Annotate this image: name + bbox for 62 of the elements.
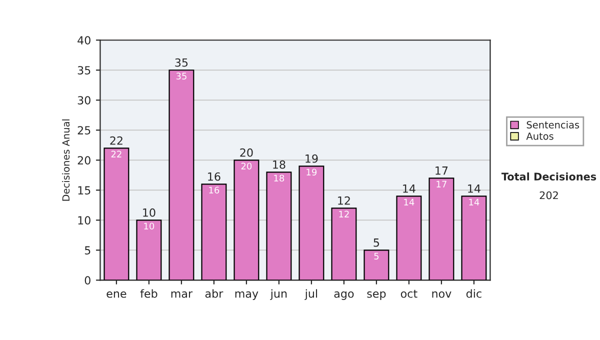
bar (136, 220, 162, 280)
data-label: 5 (374, 252, 379, 260)
x-tick-label: feb (140, 289, 158, 298)
total-label: 20 (240, 148, 253, 157)
data-label: 19 (306, 168, 317, 176)
total-label: 12 (338, 196, 350, 205)
total-label: 22 (110, 136, 122, 145)
data-label: 14 (469, 198, 480, 206)
legend-label: Autos (526, 132, 554, 140)
y-tick-label: 5 (84, 246, 90, 255)
data-label: 16 (209, 186, 220, 194)
x-tick-label: mar (171, 291, 193, 298)
total-label: 5 (374, 238, 380, 247)
x-tick-label: may (235, 291, 258, 300)
x-tick-label: dic (466, 289, 482, 298)
text: Total Decisiones (501, 172, 596, 180)
data-label: 35 (176, 72, 186, 80)
bar (168, 70, 194, 280)
y-tick-label: 30 (78, 96, 90, 105)
legend-label: Sentencias (526, 120, 580, 128)
total-label: 17 (436, 166, 448, 175)
total-label: 18 (273, 160, 286, 169)
bar (104, 148, 130, 280)
total-label: 14 (468, 184, 480, 193)
total-label: 14 (403, 184, 416, 193)
data-label: 14 (404, 198, 414, 206)
x-tick-label: ene (106, 291, 126, 298)
total-label: 10 (143, 208, 156, 217)
y-tick-label: 10 (78, 216, 90, 225)
y-tick-label: 25 (78, 126, 90, 135)
bar (331, 208, 357, 280)
y-tick-label: 15 (78, 186, 90, 195)
x-tick-label: oct (400, 290, 418, 298)
x-tick-label: ago (334, 291, 354, 300)
data-label: 12 (339, 210, 349, 218)
data-label: 17 (436, 180, 446, 188)
text: 202 (540, 191, 558, 200)
bar (428, 178, 454, 280)
data-label: 10 (144, 222, 154, 230)
y-tick-label: 40 (78, 36, 90, 44)
x-tick-label: jun (270, 289, 287, 300)
data-label: 22 (111, 150, 122, 158)
x-tick-label: jul (304, 289, 318, 300)
total-label: 16 (208, 172, 220, 181)
bar (396, 196, 422, 280)
bar (266, 172, 292, 280)
bar (201, 184, 227, 280)
data-label: 18 (274, 174, 284, 182)
x-tick-label: abr (205, 289, 224, 298)
y-tick-label: 20 (78, 156, 90, 165)
y-tick-label: 35 (78, 66, 90, 75)
bar (461, 196, 487, 280)
bar (234, 160, 260, 280)
y-tick-label: 0 (84, 276, 90, 285)
x-tick-label: sep (367, 291, 386, 300)
total-label: 35 (175, 58, 188, 67)
bar (298, 166, 324, 280)
data-label: 20 (241, 162, 252, 170)
x-tick-label: nov (432, 291, 452, 298)
bar (364, 250, 390, 280)
y-axis-title: Decisiones Anual (62, 119, 70, 201)
total-label: 19 (306, 154, 318, 163)
